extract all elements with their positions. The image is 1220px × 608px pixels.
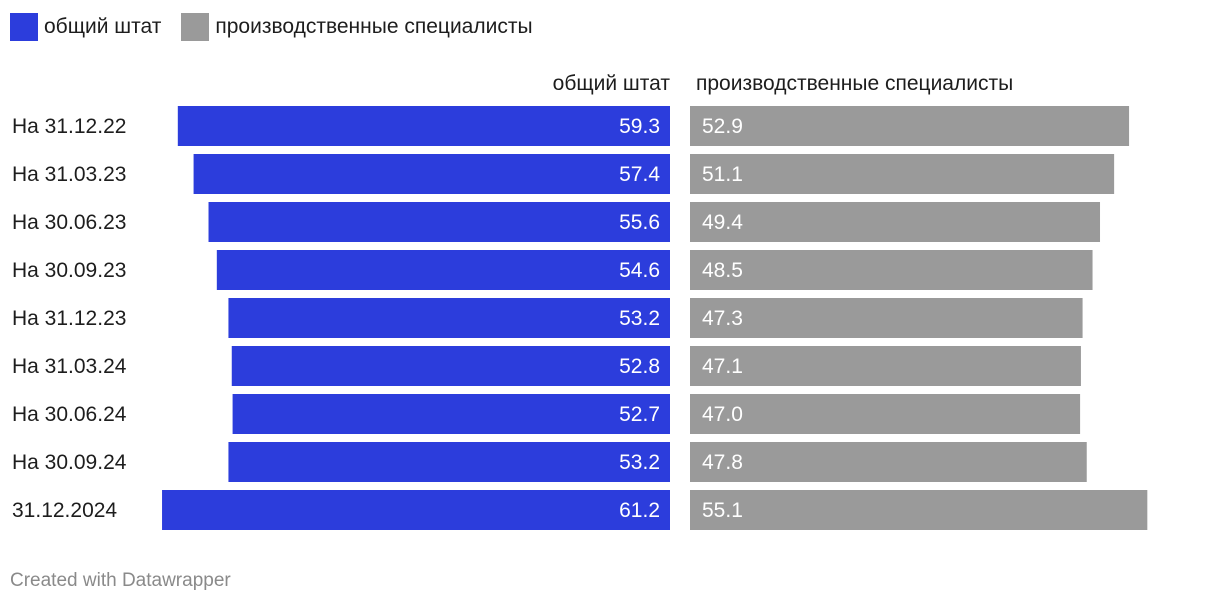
bar-production-specialists [690, 154, 1115, 194]
category-label: На 31.12.22 [12, 115, 126, 138]
value-label-total-staff: 61.2 [619, 499, 660, 522]
legend-item-production-specialists: производственные специалисты [181, 13, 533, 41]
bar-total-staff [228, 442, 670, 482]
bar-total-staff [232, 394, 670, 434]
legend-swatch-production-specialists [181, 13, 210, 41]
column-header-total-staff: общий штат [553, 72, 671, 95]
bar-total-staff [177, 106, 670, 146]
bar-total-staff [208, 202, 670, 242]
bar-production-specialists [690, 394, 1081, 434]
value-label-production-specialists: 48.5 [702, 259, 743, 282]
legend-label-production-specialists: производственные специалисты [215, 15, 533, 38]
category-label: На 30.06.23 [12, 211, 126, 234]
bar-production-specialists [690, 490, 1148, 530]
bar-production-specialists [690, 298, 1083, 338]
bar-production-specialists [690, 106, 1130, 146]
category-label: На 30.06.24 [12, 403, 127, 426]
bar-total-staff [228, 298, 670, 338]
bar-production-specialists [690, 250, 1093, 290]
bar-production-specialists [690, 346, 1081, 386]
legend: общий штат производственные специалисты [10, 12, 553, 42]
value-label-production-specialists: 52.9 [702, 115, 743, 138]
value-label-production-specialists: 47.3 [702, 307, 743, 330]
value-label-production-specialists: 51.1 [702, 163, 743, 186]
value-label-total-staff: 59.3 [619, 115, 660, 138]
category-label: 31.12.2024 [12, 499, 117, 522]
category-label: На 31.03.24 [12, 355, 127, 378]
value-label-production-specialists: 55.1 [702, 499, 743, 522]
value-label-production-specialists: 47.1 [702, 355, 743, 378]
value-label-production-specialists: 47.8 [702, 451, 743, 474]
bar-total-staff [231, 346, 670, 386]
value-label-total-staff: 52.8 [619, 355, 660, 378]
bar-production-specialists [690, 442, 1087, 482]
value-label-total-staff: 53.2 [619, 451, 660, 474]
legend-label-total-staff: общий штат [44, 15, 162, 38]
bar-production-specialists [690, 202, 1101, 242]
bar-chart: общий штат производственные специалисты На… [12, 72, 1148, 530]
column-header-production-specialists: производственные специалисты [696, 72, 1013, 95]
value-label-total-staff: 53.2 [619, 307, 660, 330]
value-label-total-staff: 54.6 [619, 259, 660, 282]
category-label: На 30.09.23 [12, 259, 126, 282]
value-label-production-specialists: 49.4 [702, 211, 743, 234]
bar-total-staff [216, 250, 670, 290]
category-label: На 30.09.24 [12, 451, 127, 474]
value-label-total-staff: 52.7 [619, 403, 660, 426]
category-label: На 31.12.23 [12, 307, 126, 330]
value-label-production-specialists: 47.0 [702, 403, 743, 426]
bar-total-staff [193, 154, 670, 194]
bar-total-staff [162, 490, 671, 530]
category-label: На 31.03.23 [12, 163, 126, 186]
value-label-total-staff: 57.4 [619, 163, 660, 186]
value-label-total-staff: 55.6 [619, 211, 660, 234]
legend-swatch-total-staff [10, 13, 38, 41]
footer-credit: Created with Datawrapper [10, 570, 231, 591]
legend-item-total-staff: общий штат [10, 13, 161, 41]
